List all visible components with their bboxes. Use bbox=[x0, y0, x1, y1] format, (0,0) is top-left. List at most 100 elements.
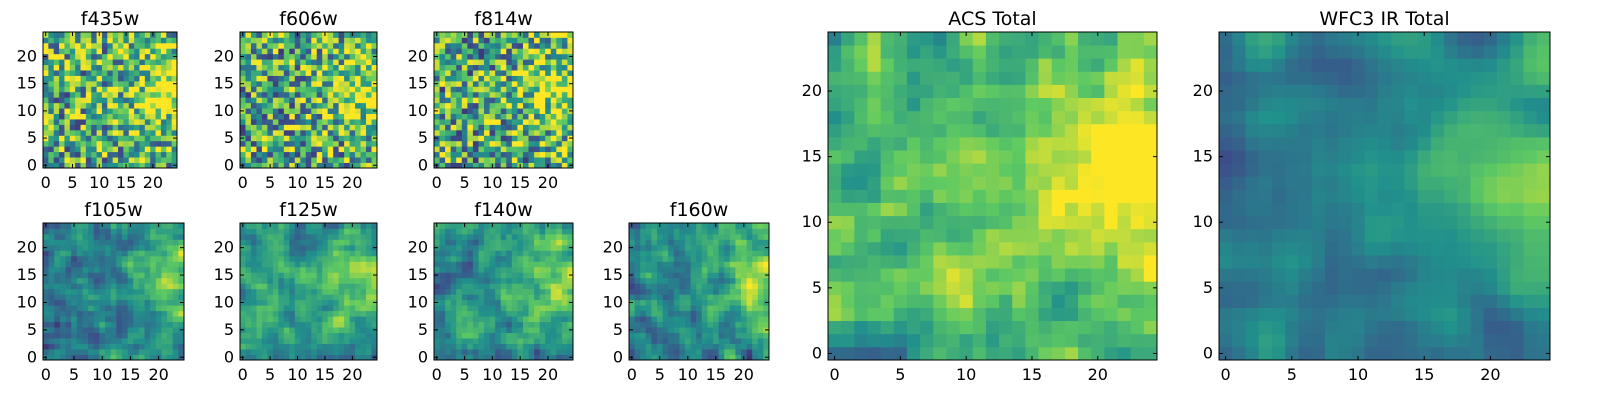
heatmap-cell bbox=[261, 91, 268, 98]
heatmap-cell bbox=[439, 310, 446, 317]
heatmap-cell bbox=[360, 266, 367, 273]
heatmap-cell bbox=[64, 32, 71, 38]
heatmap-cell bbox=[500, 261, 507, 268]
heatmap-cell bbox=[138, 239, 145, 246]
heatmap-cell bbox=[69, 140, 76, 147]
heatmap-cell bbox=[629, 305, 635, 312]
heatmap-cell bbox=[489, 233, 496, 240]
heatmap-cell bbox=[456, 272, 463, 279]
heatmap-cell bbox=[959, 215, 974, 230]
heatmap-cell bbox=[511, 255, 518, 262]
heatmap-cell bbox=[261, 299, 268, 306]
heatmap-cell bbox=[245, 124, 252, 131]
heatmap-cell bbox=[500, 151, 507, 158]
heatmap-cell bbox=[550, 272, 557, 279]
heatmap-cell bbox=[85, 75, 92, 82]
heatmap-cell bbox=[99, 343, 106, 350]
heatmap-cell bbox=[517, 349, 524, 355]
heatmap-cell bbox=[172, 316, 179, 323]
heatmap-cell bbox=[517, 294, 524, 301]
heatmap-cell bbox=[467, 140, 474, 147]
heatmap-cell bbox=[701, 223, 708, 229]
heatmap-cell bbox=[746, 327, 753, 333]
heatmap-cell bbox=[278, 48, 285, 55]
heatmap-cell bbox=[528, 305, 535, 312]
heatmap-cell bbox=[172, 349, 179, 355]
heatmap-cell bbox=[85, 151, 92, 158]
heatmap-cell bbox=[735, 239, 742, 246]
heatmap-cell bbox=[534, 108, 541, 114]
heatmap-cell bbox=[289, 48, 296, 55]
heatmap-cell bbox=[741, 305, 747, 312]
heatmap-cell bbox=[256, 151, 263, 158]
heatmap-cell bbox=[534, 64, 541, 71]
heatmap-cell bbox=[349, 64, 356, 71]
heatmap-cell bbox=[696, 261, 703, 268]
heatmap-cell bbox=[150, 97, 156, 104]
heatmap-cell bbox=[690, 349, 697, 355]
heatmap-cell bbox=[118, 124, 124, 131]
heatmap-cell bbox=[283, 332, 290, 339]
heatmap-cell bbox=[167, 294, 174, 301]
heatmap-cell bbox=[65, 228, 72, 235]
heatmap-cell bbox=[495, 48, 502, 55]
heatmap-cell bbox=[59, 354, 66, 361]
heatmap-cell bbox=[283, 146, 290, 153]
heatmap-cell bbox=[311, 305, 318, 312]
heatmap-cell bbox=[344, 261, 350, 268]
heatmap-cell bbox=[651, 233, 658, 240]
heatmap-cell bbox=[53, 70, 60, 76]
heatmap-cell bbox=[718, 288, 725, 295]
heatmap-cell bbox=[511, 86, 518, 93]
heatmap-cell bbox=[366, 151, 372, 158]
heatmap-cell bbox=[489, 288, 496, 295]
heatmap-cell bbox=[178, 239, 185, 246]
heatmap-cell bbox=[138, 244, 145, 251]
heatmap-cell bbox=[91, 108, 97, 114]
heatmap-cell bbox=[256, 124, 263, 131]
heatmap-cell bbox=[133, 239, 140, 246]
heatmap-cell bbox=[495, 53, 502, 60]
heatmap-cell bbox=[522, 332, 529, 339]
heatmap-cell bbox=[724, 294, 731, 301]
heatmap-cell bbox=[155, 250, 162, 257]
heatmap-cell bbox=[360, 338, 367, 344]
heatmap-cell bbox=[333, 102, 340, 109]
heatmap-cell bbox=[707, 250, 714, 257]
heatmap-cell bbox=[65, 310, 72, 317]
heatmap-cell bbox=[256, 228, 263, 235]
heatmap-cell bbox=[456, 53, 463, 60]
heatmap-cell bbox=[545, 305, 552, 312]
heatmap-cell bbox=[327, 59, 334, 66]
heatmap-cell bbox=[657, 228, 663, 235]
heatmap-cell bbox=[150, 108, 156, 114]
heatmap-cell bbox=[1051, 241, 1066, 256]
heatmap-cell bbox=[110, 305, 117, 312]
heatmap-cell bbox=[355, 349, 361, 355]
heatmap-cell bbox=[360, 113, 367, 120]
heatmap-cell bbox=[128, 64, 135, 71]
heatmap-cell bbox=[500, 108, 507, 114]
heatmap-cell bbox=[1078, 241, 1092, 256]
heatmap-cell bbox=[344, 124, 350, 131]
heatmap-cell bbox=[256, 272, 263, 279]
heatmap-cell bbox=[445, 108, 452, 114]
heatmap-cell bbox=[545, 37, 552, 44]
heatmap-cell bbox=[545, 97, 552, 104]
heatmap-cell bbox=[729, 261, 736, 268]
heatmap-cell bbox=[946, 189, 960, 203]
heatmap-cell bbox=[561, 228, 568, 235]
heatmap-cell bbox=[250, 151, 257, 158]
heatmap-cell bbox=[305, 146, 312, 153]
heatmap-cell bbox=[344, 332, 350, 339]
heatmap-cell bbox=[854, 202, 868, 217]
heatmap-cell bbox=[1064, 189, 1079, 203]
heatmap-cell bbox=[893, 294, 908, 308]
heatmap-cell bbox=[105, 223, 112, 229]
heatmap-cell bbox=[517, 316, 524, 323]
heatmap-cell bbox=[355, 140, 361, 147]
heatmap-cell bbox=[127, 255, 134, 262]
heatmap-cell bbox=[155, 272, 162, 279]
heatmap-cell bbox=[80, 37, 87, 44]
heatmap-cell bbox=[110, 332, 117, 339]
